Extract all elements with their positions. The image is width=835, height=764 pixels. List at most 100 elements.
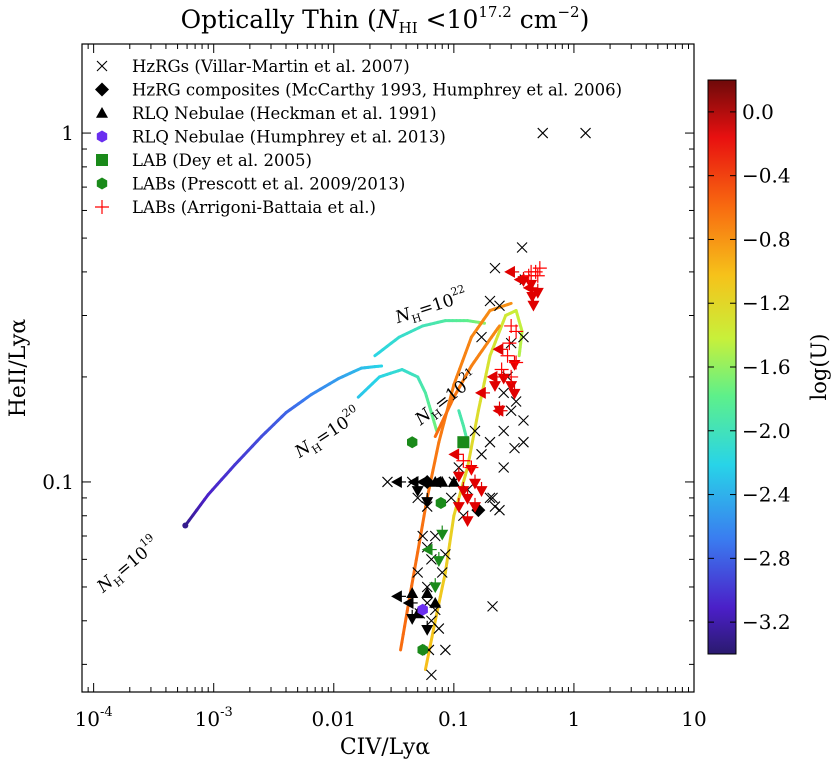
data-points bbox=[382, 127, 591, 681]
track-segment bbox=[449, 523, 454, 537]
hzrg-marker bbox=[417, 530, 429, 542]
x-tick-label: 10-3 bbox=[195, 705, 233, 731]
colorbar-tick-label: −1.6 bbox=[742, 355, 791, 379]
limit-arrow bbox=[421, 543, 433, 556]
limit-arrow bbox=[475, 386, 486, 399]
limit-arrow bbox=[457, 486, 470, 497]
limit-arrow bbox=[429, 582, 442, 594]
limit-arrow bbox=[432, 556, 445, 567]
hzrg-marker bbox=[494, 504, 505, 516]
track-segment bbox=[450, 514, 456, 527]
plus-marker bbox=[504, 369, 519, 384]
hzrg-marker bbox=[518, 331, 529, 343]
track-segment bbox=[439, 421, 446, 435]
legend-marker bbox=[96, 177, 108, 190]
rlq-marker bbox=[406, 587, 419, 598]
track-segment bbox=[482, 372, 488, 385]
hzrg-marker bbox=[494, 300, 505, 312]
limit-arrow bbox=[391, 475, 402, 488]
legend-label: LAB (Dey et al. 2005) bbox=[132, 151, 312, 170]
legend-entry: HzRGs (Villar-Martin et al. 2007) bbox=[96, 57, 410, 76]
track-segment bbox=[475, 409, 480, 422]
rlq-marker bbox=[447, 475, 460, 487]
limit-arrow bbox=[421, 497, 434, 508]
title-prefix: Optically Thin ( bbox=[181, 5, 377, 34]
hzrg-marker bbox=[412, 492, 424, 504]
hzrg-marker bbox=[436, 567, 448, 578]
limit-arrow bbox=[522, 281, 534, 294]
legend-entry: RLQ Nebulae (Heckman et al. 1991) bbox=[96, 104, 437, 123]
title-unit-exp: −2 bbox=[557, 3, 579, 21]
hzrg-marker bbox=[469, 425, 481, 437]
legend-entry: LABs (Prescott et al. 2009/2013) bbox=[96, 175, 405, 194]
title-lt: <10 bbox=[418, 5, 479, 34]
y-axis-label: HeII/Lyα bbox=[6, 319, 31, 418]
x-tick-label: 1 bbox=[568, 707, 581, 731]
legend-entry: HzRG composites (McCarthy 1993, Humphrey… bbox=[95, 81, 622, 100]
limit-arrow bbox=[527, 300, 540, 312]
colorbar-tick-label: −0.8 bbox=[742, 227, 791, 251]
track-segment bbox=[457, 409, 462, 415]
rlq-marker bbox=[421, 587, 434, 598]
hzrg-marker bbox=[518, 415, 529, 426]
track-label-exp: 22 bbox=[449, 282, 466, 299]
plus-marker bbox=[502, 336, 517, 351]
track-label-sub: H bbox=[410, 311, 423, 326]
legend-marker bbox=[96, 60, 108, 72]
track-segment bbox=[467, 447, 473, 460]
limit-arrow bbox=[391, 590, 402, 603]
limit-arrow bbox=[402, 596, 414, 609]
y-tick-label: 1 bbox=[61, 121, 74, 145]
track-start bbox=[182, 522, 189, 529]
legend-label: RLQ Nebulae (Humphrey et al. 2013) bbox=[132, 128, 446, 147]
plus-marker bbox=[464, 460, 479, 475]
plus-marker bbox=[509, 324, 524, 339]
track-segment bbox=[473, 418, 479, 432]
plus-marker bbox=[500, 348, 515, 363]
hzrg-marker bbox=[518, 436, 529, 448]
hzrg-marker bbox=[510, 396, 522, 407]
track-segment bbox=[429, 468, 435, 481]
track-segment bbox=[476, 400, 482, 413]
hzrg-marker bbox=[487, 600, 498, 612]
limit-arrow bbox=[452, 471, 465, 483]
x-tick-base: 1 bbox=[568, 707, 581, 731]
x-tick-base: 10 bbox=[75, 707, 100, 731]
x-tick-label: 10 bbox=[681, 707, 706, 731]
track-segment bbox=[419, 523, 424, 536]
hzrg-marker bbox=[433, 623, 445, 634]
limit-arrow bbox=[452, 502, 465, 513]
track-segment bbox=[449, 383, 456, 396]
hzrg-marker bbox=[476, 448, 487, 460]
legend-entry: RLQ Nebulae (Humphrey et al. 2013) bbox=[96, 128, 446, 147]
title-n-sub: HI bbox=[399, 19, 418, 37]
hzrg-marker bbox=[489, 262, 501, 274]
track-segment bbox=[443, 561, 449, 575]
hzrg-marker bbox=[498, 462, 510, 473]
limit-arrow bbox=[505, 381, 518, 392]
colorbar-ticks: 0.0 −0.4 −0.8 −1.2 −1.6 −2.0 −2.4 −2.8 −3.2 bbox=[708, 100, 791, 634]
plus-marker bbox=[524, 264, 539, 279]
plus-marker bbox=[532, 261, 547, 276]
limit-arrow bbox=[475, 486, 488, 497]
square-marker bbox=[457, 436, 470, 449]
hzrg-marker bbox=[445, 492, 457, 504]
title-exp: 17.2 bbox=[478, 3, 511, 21]
track-segment bbox=[486, 354, 492, 367]
legend-entry: LAB (Dey et al. 2005) bbox=[96, 151, 312, 170]
hzrg-marker bbox=[382, 476, 393, 488]
hzrg-marker bbox=[484, 436, 496, 448]
track-segment bbox=[495, 324, 502, 331]
track-segment bbox=[506, 301, 513, 307]
x-tick-label: 10-4 bbox=[75, 705, 113, 731]
limit-arrow bbox=[488, 381, 501, 392]
prescott-marker bbox=[407, 436, 418, 449]
hzrg-marker bbox=[580, 127, 591, 139]
track-segment bbox=[484, 363, 490, 376]
limit-arrow bbox=[468, 478, 481, 490]
track-segment bbox=[416, 541, 421, 554]
limit-arrow bbox=[517, 276, 530, 287]
composite-marker bbox=[420, 474, 435, 489]
x-tick-label: 0.1 bbox=[438, 707, 470, 731]
prescott-marker bbox=[435, 497, 447, 509]
